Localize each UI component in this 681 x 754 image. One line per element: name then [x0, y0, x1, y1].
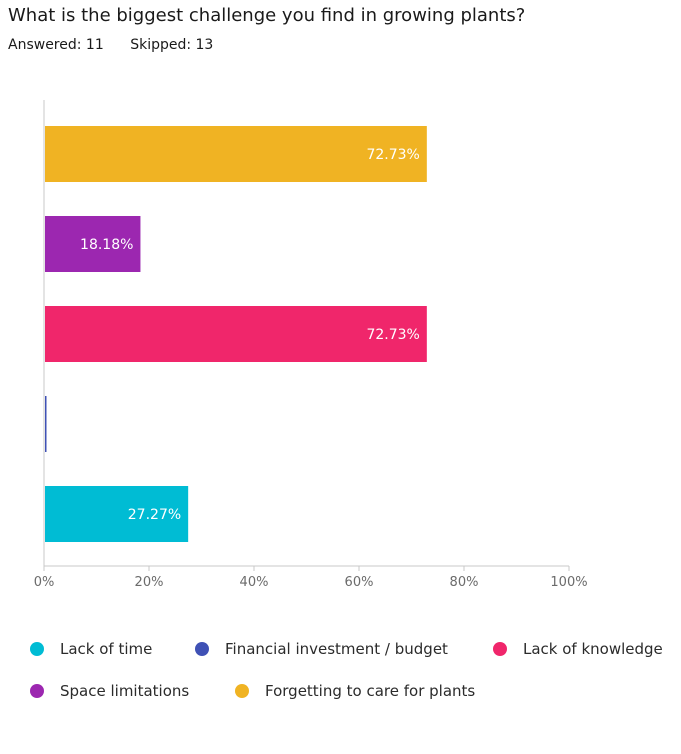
skipped-count: Skipped: 13 [130, 37, 214, 53]
bar-value-label: 72.73% [366, 147, 419, 163]
legend-item: Financial investment / budget [195, 640, 448, 658]
bar-forgetting-to-care-for-plants [45, 126, 427, 182]
bar-value-label: 72.73% [366, 327, 419, 343]
legend-swatch [195, 642, 209, 656]
x-tick-label: 0% [34, 575, 55, 590]
question-title: What is the biggest challenge you find i… [8, 5, 526, 26]
bars-group: 72.73% 18.18% 72.73% 27.27% [45, 126, 427, 542]
bar-value-label: 27.27% [128, 507, 181, 523]
legend-label: Financial investment / budget [225, 640, 448, 658]
bar-value-label: 18.18% [80, 237, 133, 253]
answered-count: Answered: 11 [8, 37, 104, 53]
response-stats: Answered: 11 Skipped: 13 [8, 37, 235, 53]
x-tick-label: 20% [135, 575, 164, 590]
legend-item: Space limitations [30, 682, 189, 700]
x-tick-label: 40% [240, 575, 269, 590]
bar-space-limitations [45, 216, 141, 272]
x-tick-label: 100% [550, 575, 587, 590]
legend-item: Forgetting to care for plants [235, 682, 475, 700]
legend-label: Lack of time [60, 640, 153, 658]
legend-label: Forgetting to care for plants [265, 682, 476, 700]
legend-swatch [30, 684, 44, 698]
x-tick-label: 80% [450, 575, 479, 590]
x-tick-label: 60% [345, 575, 374, 590]
bar-lack-of-time [45, 486, 189, 542]
legend-item: Lack of knowledge [493, 640, 663, 658]
bar-lack-of-knowledge [45, 306, 427, 362]
legend-item: Lack of time [30, 640, 152, 658]
legend-swatch [30, 642, 44, 656]
axes-group: 0% 20% 40% 60% 80% 100% [34, 100, 588, 590]
legend-swatch [235, 684, 249, 698]
legend-label: Space limitations [60, 682, 190, 700]
bar-financial-investment-budget [45, 396, 47, 452]
legend-label: Lack of knowledge [523, 640, 663, 658]
bar-chart: 72.73% 18.18% 72.73% 27.27% 0% 20% 40% 60% 80% 1… [34, 100, 588, 590]
legend-swatch [493, 642, 507, 656]
